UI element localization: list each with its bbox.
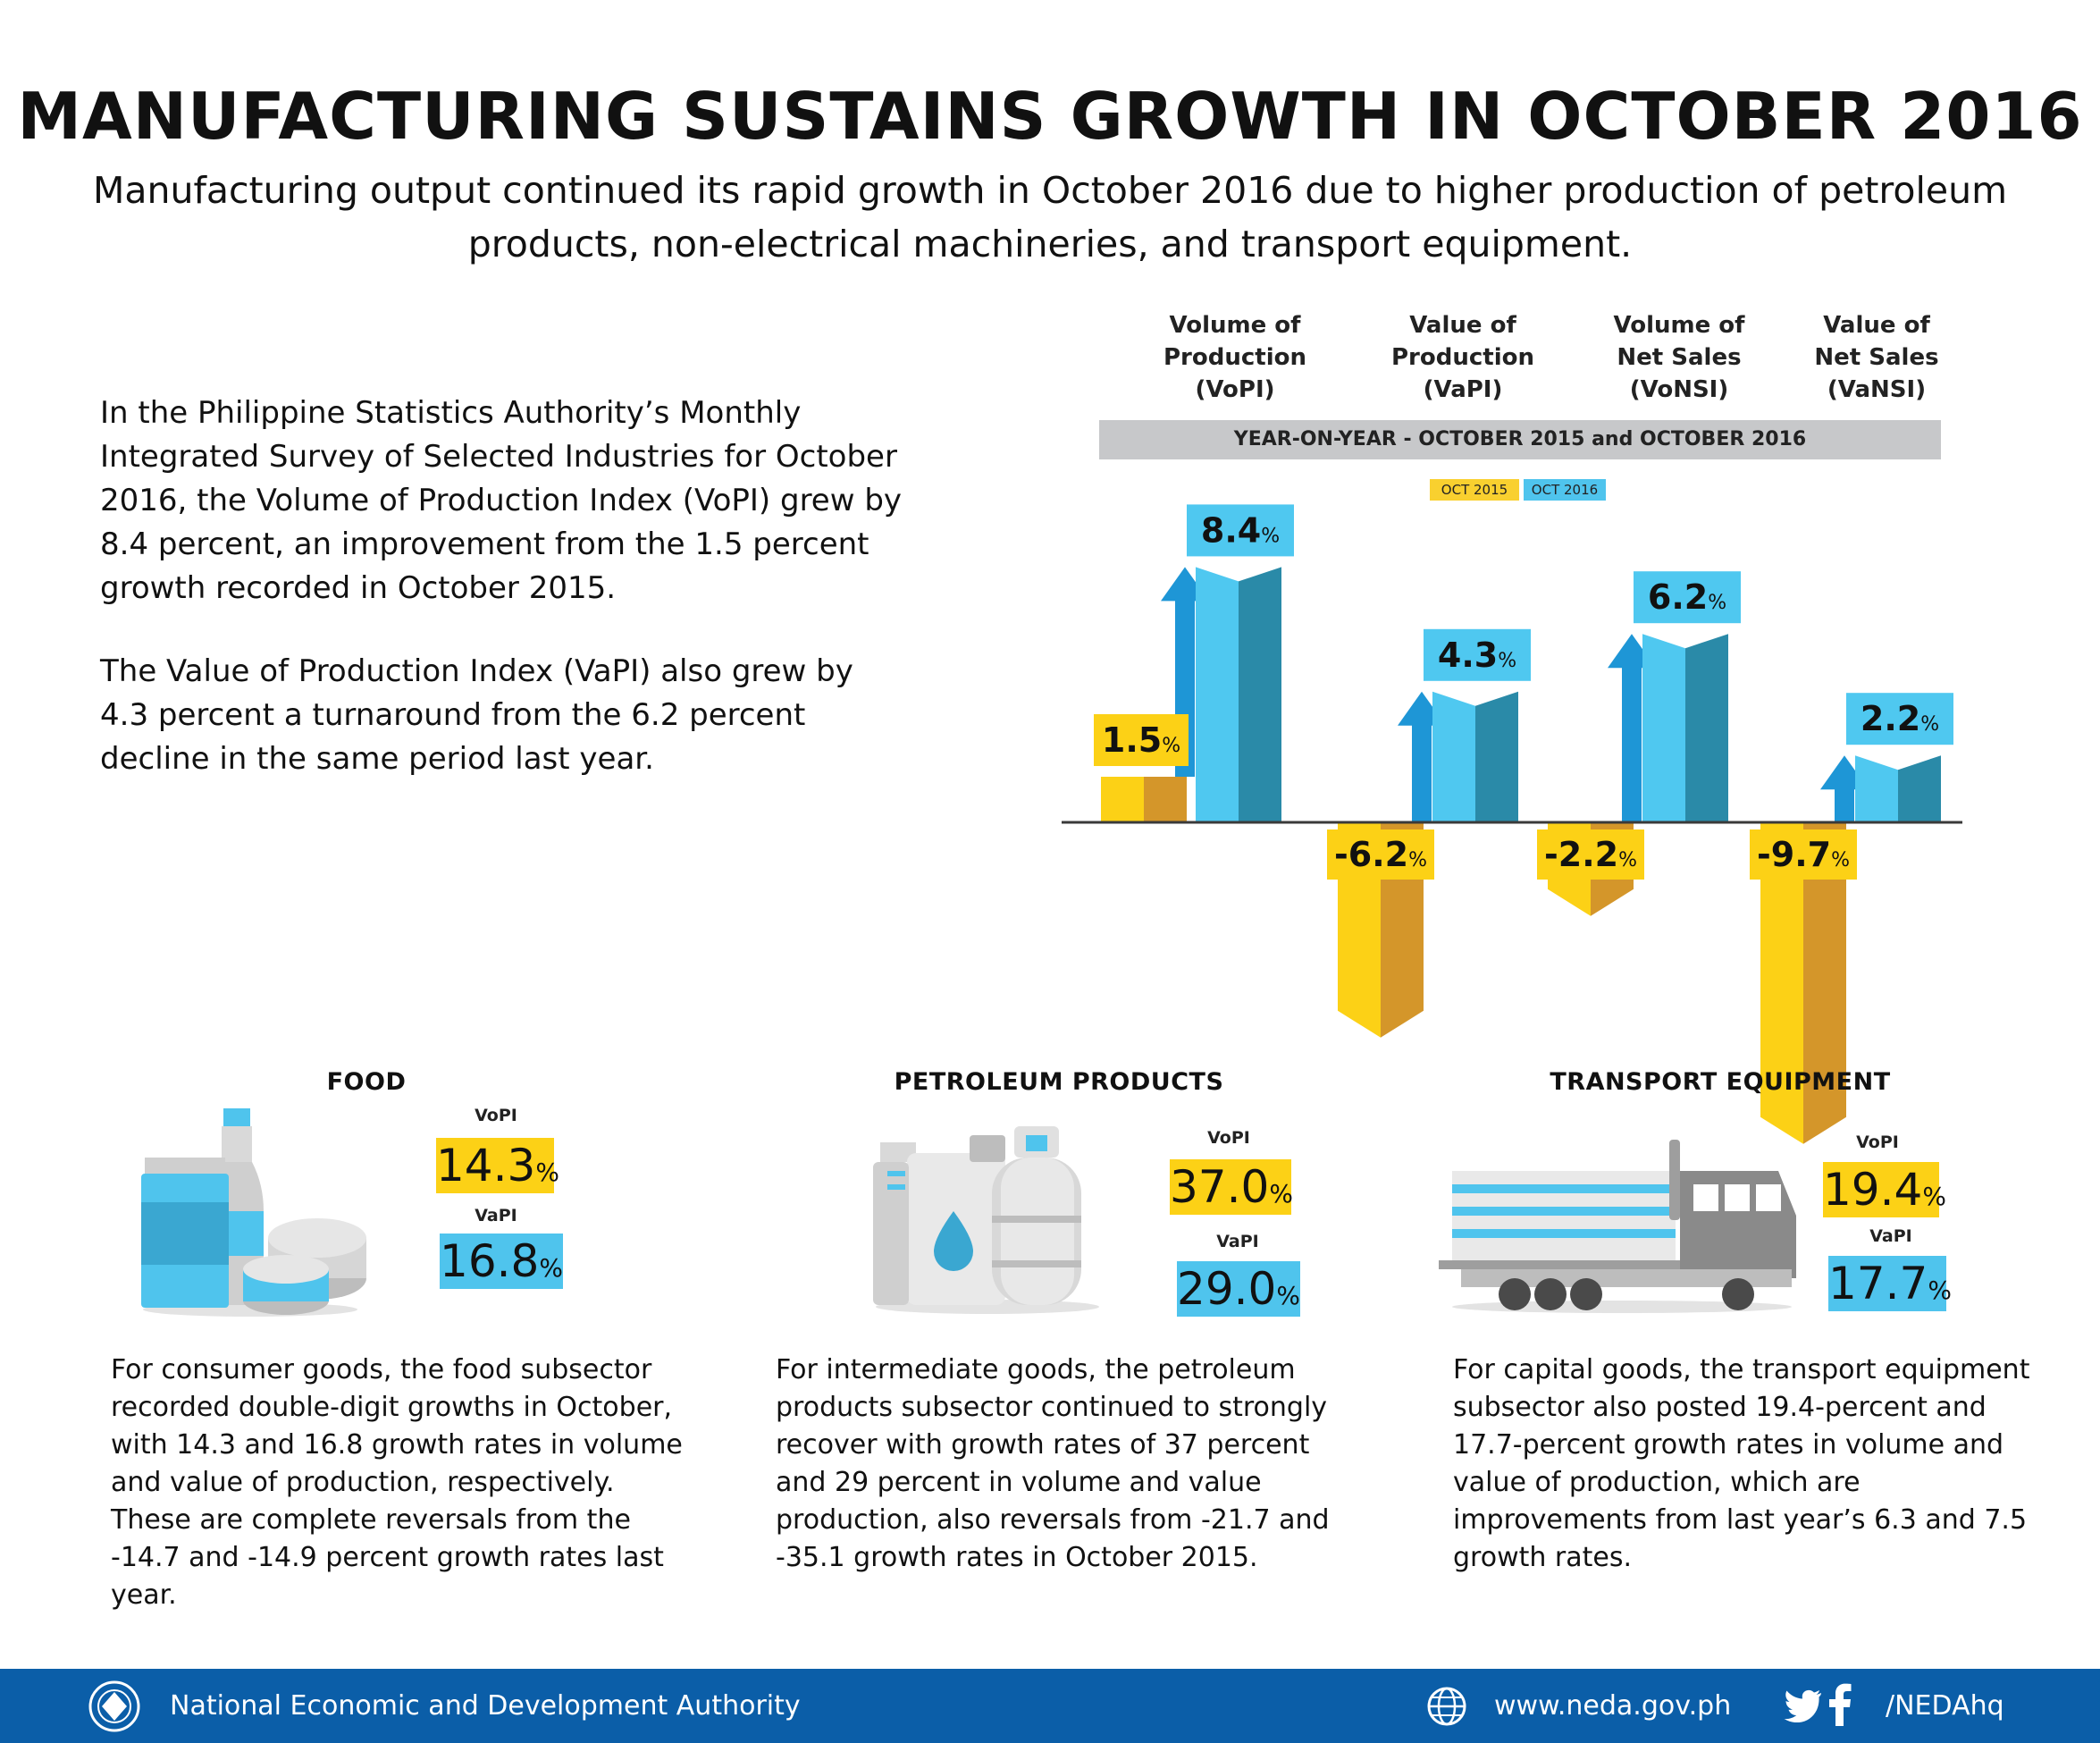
chart-banner: YEAR-ON-YEAR - OCTOBER 2015 and OCTOBER … (1099, 420, 1941, 459)
intro-paragraph-1: In the Philippine Statistics Authority’s… (100, 395, 903, 606)
heading-line: Value of (1823, 312, 1930, 339)
food-vopi-label: VoPI (475, 1106, 517, 1125)
page-title: MANUFACTURING SUSTAINS GROWTH IN OCTOBER… (17, 79, 2083, 154)
heading-line: Net Sales (1617, 344, 1742, 371)
data-label-oct-2016-box (1187, 504, 1294, 557)
transport-vopi-badge: 19.4% (1823, 1162, 1946, 1217)
food-vapi-value: 16.8 (440, 1235, 540, 1287)
food-title: FOOD (326, 1068, 407, 1096)
data-label-oct-2016: 8.4% (1201, 510, 1280, 550)
transport-vapi-badge: 17.7% (1828, 1256, 1952, 1311)
footer-website-link[interactable]: www.neda.gov.ph (1494, 1690, 1732, 1722)
food-description: For consumer goods, the food subsector r… (111, 1354, 683, 1611)
data-label-oct-2015: -9.7% (1757, 835, 1850, 874)
neda-seal-icon (88, 1680, 140, 1732)
chart-category-heading-vansi: Value of Net Sales (VaNSI) (1787, 309, 1966, 406)
transport-description: For capital goods, the transport equipme… (1453, 1354, 2030, 1573)
bar-oct-2016-side (1239, 567, 1281, 822)
legend-oct-2016: OCT 2016 (1524, 479, 1606, 501)
footer-social-handle[interactable]: /NEDAhq (1886, 1690, 2004, 1722)
percent-sign: % (539, 1253, 563, 1283)
transport-vopi-label: VoPI (1856, 1133, 1899, 1152)
data-label-oct-2016-box (1634, 571, 1741, 624)
petroleum-vapi-label: VaPI (1216, 1232, 1259, 1251)
petroleum-vapi-badge: 29.0% (1177, 1261, 1300, 1317)
food-vapi-label: VaPI (475, 1206, 517, 1225)
transport-vopi-value: 19.4 (1823, 1164, 1923, 1216)
bar-oct-2016 (1642, 634, 1685, 822)
heading-line: Volume of (1613, 312, 1745, 339)
data-label-oct-2016: 2.2% (1861, 699, 1939, 738)
petroleum-vopi-badge: 37.0% (1170, 1159, 1293, 1215)
bar-oct-2016 (1432, 691, 1475, 822)
petroleum-vopi-value: 37.0 (1170, 1161, 1270, 1213)
facebook-icon[interactable] (1828, 1683, 1852, 1726)
data-label-oct-2015: 1.5% (1102, 720, 1180, 760)
bar-oct-2015-side (1144, 777, 1187, 822)
growth-arrow-shaft (1412, 723, 1432, 822)
food-vopi-value: 14.3 (436, 1140, 536, 1191)
growth-arrow-shaft (1835, 787, 1854, 822)
data-label-oct-2016: 6.2% (1648, 577, 1726, 617)
data-label-oct-2015: -6.2% (1334, 835, 1427, 874)
bar-oct-2016-side (1898, 755, 1941, 822)
data-label-oct-2015-box (1750, 829, 1857, 880)
percent-sign: % (1928, 1276, 1952, 1305)
food-containers-icon (141, 1108, 366, 1317)
footer-bar: National Economic and Development Author… (0, 1669, 2100, 1743)
globe-icon[interactable] (1425, 1685, 1468, 1728)
transport-vapi-value: 17.7 (1828, 1258, 1928, 1309)
chart-category-heading-vopi: Volume of Production (VoPI) (1146, 309, 1324, 406)
footer-org-name: National Economic and Development Author… (170, 1690, 801, 1722)
data-label-oct-2016: 4.3% (1438, 636, 1516, 675)
heading-line: Net Sales (1814, 344, 1939, 371)
twitter-icon[interactable] (1783, 1688, 1822, 1722)
chart-category-heading-vapi: Value of Production (VaPI) (1373, 309, 1552, 406)
bar-oct-2016-side (1685, 634, 1728, 822)
petroleum-vopi-label: VoPI (1207, 1128, 1250, 1148)
intro-paragraph-2: The Value of Production Index (VaPI) als… (100, 653, 853, 777)
heading-line: Value of (1409, 312, 1516, 339)
percent-sign: % (1922, 1182, 1946, 1211)
heading-line: (VaNSI) (1827, 376, 1927, 403)
growth-arrow-shaft (1622, 666, 1642, 822)
percent-sign: % (535, 1158, 559, 1187)
transport-vapi-label: VaPI (1869, 1226, 1912, 1246)
percent-sign: % (1276, 1281, 1300, 1310)
percent-sign: % (1269, 1179, 1293, 1208)
bar-oct-2016-side (1475, 691, 1518, 822)
legend-oct-2015: OCT 2015 (1430, 479, 1519, 501)
petroleum-description: For intermediate goods, the petroleum pr… (776, 1354, 1330, 1573)
data-label-oct-2015-box (1094, 714, 1189, 766)
bar-oct-2015-side (1803, 822, 1846, 1144)
heading-line: Production (1163, 344, 1306, 371)
oil-jug-and-gas-tank-icon (873, 1126, 1099, 1314)
chart-category-heading-vonsi: Volume of Net Sales (VoNSI) (1590, 309, 1768, 406)
heading-line: Production (1391, 344, 1534, 371)
petroleum-title: PETROLEUM PRODUCTS (894, 1068, 1224, 1096)
transport-title: TRANSPORT EQUIPMENT (1550, 1068, 1891, 1096)
data-label-oct-2016-box (1424, 628, 1531, 681)
page-subtitle: Manufacturing output continued its rapid… (92, 169, 2008, 265)
bar-oct-2015 (1101, 777, 1144, 822)
food-vapi-badge: 16.8% (440, 1234, 563, 1289)
bar-oct-2015 (1760, 822, 1803, 1144)
heading-line: Volume of (1169, 312, 1301, 339)
data-label-oct-2015-box (1327, 829, 1434, 880)
heading-line: (VoNSI) (1629, 376, 1729, 403)
petroleum-vapi-value: 29.0 (1177, 1263, 1277, 1315)
data-label-oct-2016-box (1846, 693, 1953, 745)
heading-line: (VoPI) (1195, 376, 1275, 403)
data-label-oct-2015: -2.2% (1544, 835, 1637, 874)
bar-oct-2016 (1196, 567, 1239, 822)
data-label-oct-2015-box (1537, 829, 1644, 880)
food-vopi-badge: 14.3% (436, 1138, 559, 1193)
bar-oct-2016 (1855, 755, 1898, 822)
truck-icon (1439, 1140, 1796, 1313)
heading-line: (VaPI) (1423, 376, 1503, 403)
